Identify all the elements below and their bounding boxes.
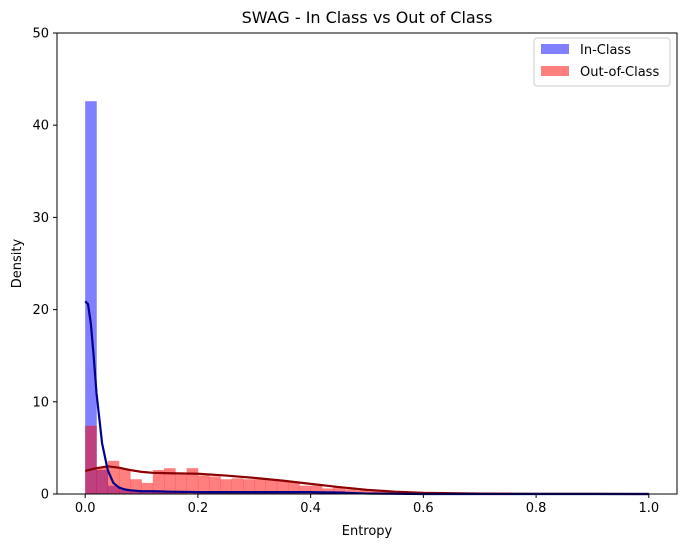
y-axis-ticks: 0 10 20 30 40 50 <box>32 27 57 503</box>
legend-label-in-class: In-Class <box>580 43 631 58</box>
bar-out-of-class-18 <box>288 482 300 494</box>
y-tick-label: 10 <box>32 395 49 410</box>
bar-out-of-class-21 <box>321 488 334 494</box>
bar-out-of-class-4 <box>130 479 142 494</box>
bar-out-of-class-2 <box>107 460 120 494</box>
y-tick-label: 30 <box>32 211 49 226</box>
bar-out-of-class-13 <box>231 478 244 494</box>
y-tick-label: 40 <box>32 119 49 134</box>
bar-out-of-class-15 <box>254 479 266 494</box>
x-tick-label: 0.0 <box>75 501 96 516</box>
bar-out-of-class-14 <box>243 479 255 494</box>
bar-out-of-class-11 <box>209 476 221 494</box>
x-tick-label: 0.6 <box>413 501 434 516</box>
bar-out-of-class-16 <box>265 479 278 494</box>
bar-out-of-class-20 <box>310 485 323 494</box>
bar-out-of-class-6 <box>152 470 165 494</box>
bar-out-of-class-9 <box>186 468 199 494</box>
bar-out-of-class-12 <box>220 479 233 494</box>
bar-in-class-0 <box>85 101 97 494</box>
bar-out-of-class-1 <box>96 467 109 494</box>
x-tick-label: 0.8 <box>526 501 547 516</box>
bar-out-of-class-17 <box>276 481 289 494</box>
bar-out-of-class-19 <box>299 485 311 494</box>
axes-frame <box>56 32 678 495</box>
x-tick-label: 0.2 <box>188 501 209 516</box>
bar-out-of-class-10 <box>197 475 210 494</box>
x-axis-label: Entropy <box>342 524 393 539</box>
bar-out-of-class-0 <box>85 425 97 494</box>
y-tick-label: 20 <box>32 303 49 318</box>
legend-swatch-out-of-class <box>541 66 569 76</box>
bar-out-of-class-5 <box>141 482 154 494</box>
chart-title: SWAG - In Class vs Out of Class <box>242 8 493 27</box>
bar-out-of-class-3 <box>119 469 131 494</box>
x-tick-label: 0.4 <box>300 501 321 516</box>
legend: In-Class Out-of-Class <box>533 37 671 87</box>
bar-out-of-class-22 <box>333 486 345 494</box>
bar-out-of-class-8 <box>175 474 187 494</box>
legend-label-out-of-class: Out-of-Class <box>580 65 659 80</box>
y-axis-label: Density <box>10 238 25 288</box>
y-tick-label: 50 <box>32 27 49 42</box>
legend-swatch-in-class <box>541 44 569 54</box>
bar-out-of-class-7 <box>164 468 176 494</box>
x-axis-ticks: 0.0 0.2 0.4 0.6 0.8 1.0 <box>75 494 659 516</box>
bar-out-of-class-23 <box>344 489 357 494</box>
bar-out-of-class-24 <box>355 490 368 494</box>
y-tick-label: 0 <box>41 488 49 503</box>
x-tick-label: 1.0 <box>638 501 659 516</box>
